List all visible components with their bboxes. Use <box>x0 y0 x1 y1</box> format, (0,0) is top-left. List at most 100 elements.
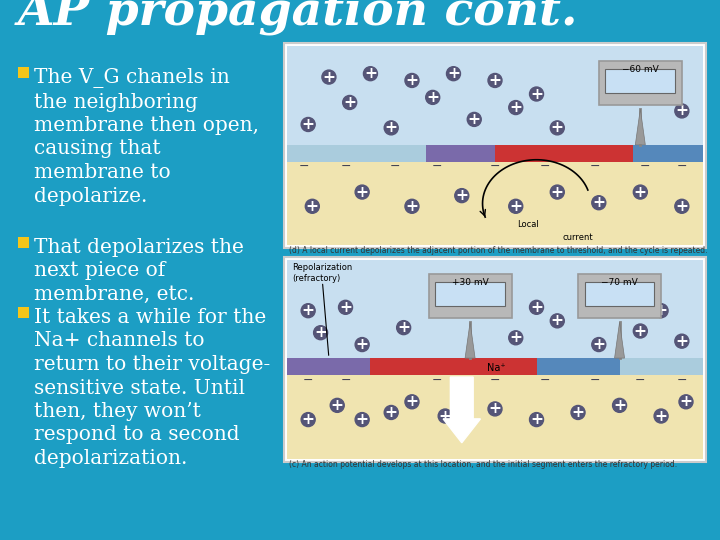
Text: −: − <box>431 374 442 387</box>
Polygon shape <box>615 322 624 358</box>
Circle shape <box>301 118 315 131</box>
Text: Na⁺: Na⁺ <box>487 363 505 373</box>
Circle shape <box>455 188 469 202</box>
Text: −: − <box>299 160 310 173</box>
Circle shape <box>301 413 315 427</box>
Circle shape <box>509 331 523 345</box>
Text: +: + <box>468 112 481 127</box>
Circle shape <box>634 324 647 338</box>
Text: −: − <box>431 160 442 173</box>
Bar <box>428 274 512 318</box>
Circle shape <box>654 303 668 318</box>
Circle shape <box>301 303 315 318</box>
Text: −: − <box>341 374 351 387</box>
Circle shape <box>675 334 689 348</box>
Text: +: + <box>675 104 688 118</box>
Text: +: + <box>426 90 439 105</box>
Bar <box>284 256 706 462</box>
Text: −: − <box>303 374 313 387</box>
Bar <box>435 282 505 306</box>
Text: +: + <box>306 199 319 214</box>
Text: +: + <box>302 117 315 132</box>
Circle shape <box>405 395 419 409</box>
Text: That depolarizes the
next piece of
membrane, etc.: That depolarizes the next piece of membr… <box>34 238 244 304</box>
Text: −: − <box>490 374 500 387</box>
Bar <box>619 358 703 375</box>
Bar <box>536 358 619 375</box>
Circle shape <box>592 338 606 352</box>
Text: +: + <box>330 398 343 413</box>
Circle shape <box>592 195 606 210</box>
Bar <box>426 145 495 162</box>
Circle shape <box>654 78 668 92</box>
Circle shape <box>355 413 369 427</box>
Bar <box>18 237 29 248</box>
Text: +: + <box>572 405 585 420</box>
Text: −: − <box>590 160 600 173</box>
Circle shape <box>675 104 689 118</box>
Text: +: + <box>405 73 418 88</box>
Circle shape <box>488 402 502 416</box>
Text: +: + <box>680 394 693 409</box>
Circle shape <box>613 399 626 413</box>
Circle shape <box>343 96 356 110</box>
Text: +: + <box>343 95 356 110</box>
Text: +: + <box>593 337 606 352</box>
Text: −: − <box>635 374 646 387</box>
Text: current: current <box>563 233 593 241</box>
Bar <box>18 67 29 78</box>
Text: +: + <box>634 185 647 200</box>
Bar <box>287 260 703 358</box>
Text: +: + <box>384 120 397 136</box>
Bar <box>371 358 454 375</box>
Circle shape <box>426 90 440 104</box>
Text: +30 mV: +30 mV <box>451 278 488 287</box>
Bar <box>287 358 371 375</box>
Bar <box>495 145 564 162</box>
Text: −: − <box>490 160 500 173</box>
Circle shape <box>509 199 523 213</box>
Circle shape <box>314 326 328 340</box>
Text: +: + <box>654 303 667 318</box>
Bar <box>599 61 682 105</box>
Circle shape <box>488 73 502 87</box>
Text: +: + <box>509 330 522 345</box>
Circle shape <box>550 185 564 199</box>
Text: +: + <box>314 325 327 340</box>
Circle shape <box>654 409 668 423</box>
Text: +: + <box>551 120 564 136</box>
Circle shape <box>509 100 523 114</box>
Bar <box>606 69 675 93</box>
Text: −: − <box>539 374 550 387</box>
Text: +: + <box>438 409 451 423</box>
Bar <box>287 46 703 145</box>
Text: +: + <box>384 405 397 420</box>
Bar <box>585 282 654 306</box>
Text: +: + <box>551 185 564 200</box>
Text: Repolarization
(refractory): Repolarization (refractory) <box>292 264 353 283</box>
Text: +: + <box>675 334 688 349</box>
Circle shape <box>679 395 693 409</box>
Text: +: + <box>455 188 468 203</box>
Bar <box>634 145 703 162</box>
Text: +: + <box>530 300 543 315</box>
Text: −: − <box>341 160 351 173</box>
Text: +: + <box>613 398 626 413</box>
Text: +: + <box>488 73 502 88</box>
Bar <box>287 145 356 162</box>
Text: +: + <box>593 195 606 210</box>
Circle shape <box>305 199 319 213</box>
Text: −: − <box>677 374 687 387</box>
Polygon shape <box>465 322 475 358</box>
Circle shape <box>438 409 452 423</box>
Bar <box>287 260 703 458</box>
Text: +: + <box>339 300 352 315</box>
Circle shape <box>364 66 377 80</box>
Circle shape <box>322 70 336 84</box>
Circle shape <box>550 121 564 135</box>
Text: +: + <box>405 199 418 214</box>
Text: +: + <box>302 303 315 318</box>
Text: The V_G chanels in
the neighboring
membrane then open,
causing that
membrane to
: The V_G chanels in the neighboring membr… <box>34 68 259 206</box>
Polygon shape <box>635 109 645 145</box>
Text: −: − <box>677 160 687 173</box>
